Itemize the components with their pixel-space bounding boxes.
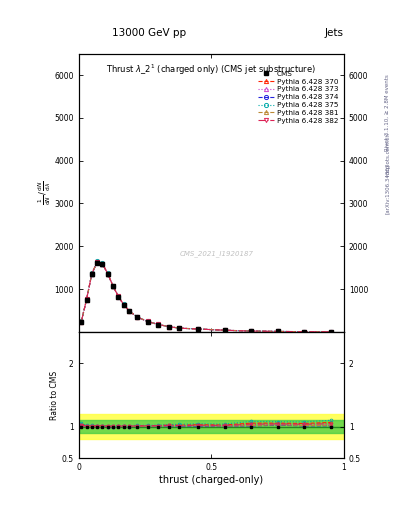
Text: Thrust $\lambda\_2^1$ (charged only) (CMS jet substructure): Thrust $\lambda\_2^1$ (charged only) (CM… <box>106 62 316 76</box>
Text: CMS_2021_I1920187: CMS_2021_I1920187 <box>180 250 253 258</box>
X-axis label: thrust (charged-only): thrust (charged-only) <box>159 475 263 485</box>
Y-axis label: $\frac{1}{\mathrm{d}N}\,/\,\frac{\mathrm{d}N}{\mathrm{d}\lambda}$: $\frac{1}{\mathrm{d}N}\,/\,\frac{\mathrm… <box>37 180 53 205</box>
Bar <box>79 414 344 439</box>
Legend: CMS, Pythia 6.428 370, Pythia 6.428 373, Pythia 6.428 374, Pythia 6.428 375, Pyt: CMS, Pythia 6.428 370, Pythia 6.428 373,… <box>256 69 340 126</box>
Text: Rivet 3.1.10, ≥ 2.8M events: Rivet 3.1.10, ≥ 2.8M events <box>385 74 390 151</box>
Text: 13000 GeV pp: 13000 GeV pp <box>112 28 186 38</box>
Text: Jets: Jets <box>325 28 344 38</box>
Text: mcplots.cern.ch: mcplots.cern.ch <box>385 132 390 176</box>
Y-axis label: Ratio to CMS: Ratio to CMS <box>50 371 59 420</box>
Bar <box>79 420 344 433</box>
Text: [arXiv:1306.3436]: [arXiv:1306.3436] <box>385 164 390 215</box>
